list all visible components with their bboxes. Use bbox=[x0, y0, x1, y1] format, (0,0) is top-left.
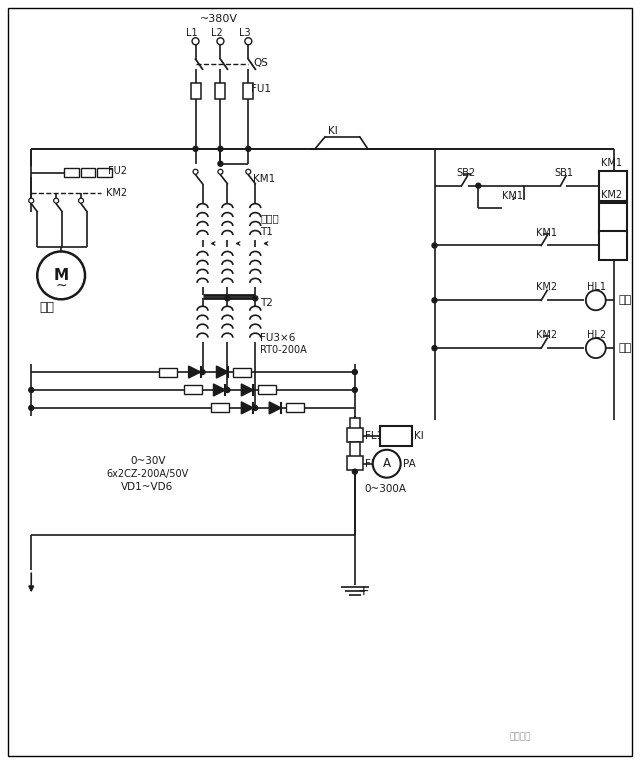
Bar bbox=[234, 367, 252, 377]
Text: FL1: FL1 bbox=[365, 431, 383, 441]
Circle shape bbox=[246, 147, 251, 151]
Text: FU3×6: FU3×6 bbox=[260, 333, 296, 343]
Text: RT0-200A: RT0-200A bbox=[260, 345, 307, 355]
Text: 调压器: 调压器 bbox=[260, 214, 279, 224]
Text: PA: PA bbox=[403, 458, 415, 468]
Bar bbox=[259, 386, 276, 394]
Text: HL2: HL2 bbox=[587, 330, 606, 340]
Bar bbox=[243, 83, 253, 99]
Text: L2: L2 bbox=[211, 28, 222, 38]
Text: SB2: SB2 bbox=[456, 168, 476, 178]
Bar bbox=[599, 231, 627, 261]
Bar bbox=[350, 442, 360, 458]
Text: L1: L1 bbox=[186, 28, 197, 38]
Circle shape bbox=[586, 290, 605, 310]
Bar bbox=[216, 83, 225, 99]
Bar bbox=[286, 403, 304, 413]
Text: KI: KI bbox=[328, 126, 338, 136]
Circle shape bbox=[353, 387, 357, 393]
Text: KM2: KM2 bbox=[601, 189, 622, 199]
Text: KM2: KM2 bbox=[536, 283, 557, 293]
Polygon shape bbox=[214, 384, 225, 396]
Text: 0~30V: 0~30V bbox=[131, 455, 166, 466]
Text: +: + bbox=[357, 584, 369, 598]
Text: 技成培训: 技成培训 bbox=[509, 732, 531, 741]
Circle shape bbox=[432, 298, 437, 303]
Circle shape bbox=[225, 296, 230, 301]
Bar bbox=[97, 168, 113, 177]
Text: T1: T1 bbox=[260, 227, 273, 237]
Text: KM2: KM2 bbox=[536, 330, 557, 340]
Text: FU2: FU2 bbox=[108, 166, 127, 176]
Text: M: M bbox=[54, 268, 68, 283]
Bar bbox=[81, 168, 95, 177]
Circle shape bbox=[253, 406, 258, 410]
Circle shape bbox=[353, 469, 357, 474]
Circle shape bbox=[246, 170, 251, 174]
Circle shape bbox=[54, 198, 59, 203]
Bar bbox=[599, 202, 627, 232]
Text: VD1~VD6: VD1~VD6 bbox=[121, 481, 173, 491]
Text: 运行: 运行 bbox=[619, 296, 632, 306]
Text: FU1: FU1 bbox=[252, 84, 271, 94]
Bar bbox=[347, 456, 363, 470]
Circle shape bbox=[218, 161, 223, 167]
Circle shape bbox=[225, 387, 230, 393]
Circle shape bbox=[218, 170, 223, 174]
Text: L3: L3 bbox=[239, 28, 250, 38]
Circle shape bbox=[79, 198, 84, 203]
Circle shape bbox=[193, 147, 198, 151]
Bar bbox=[380, 426, 412, 445]
Circle shape bbox=[253, 296, 258, 301]
Bar bbox=[191, 83, 200, 99]
Circle shape bbox=[372, 450, 401, 478]
Circle shape bbox=[432, 243, 437, 248]
Circle shape bbox=[217, 37, 224, 45]
Bar bbox=[350, 418, 360, 434]
Bar bbox=[599, 171, 627, 201]
Polygon shape bbox=[269, 402, 281, 414]
Circle shape bbox=[29, 387, 34, 393]
Text: FL2: FL2 bbox=[365, 458, 383, 468]
Text: KM1: KM1 bbox=[536, 228, 557, 238]
Text: 停止: 停止 bbox=[619, 343, 632, 353]
Bar bbox=[502, 199, 526, 215]
Text: SB1: SB1 bbox=[554, 168, 573, 178]
Text: KI: KI bbox=[413, 431, 423, 441]
Text: ~: ~ bbox=[55, 278, 67, 293]
Polygon shape bbox=[189, 366, 200, 378]
Bar bbox=[63, 168, 79, 177]
Text: HL1: HL1 bbox=[587, 283, 606, 293]
Circle shape bbox=[476, 183, 481, 188]
Polygon shape bbox=[241, 384, 253, 396]
Text: 风扇: 风扇 bbox=[39, 301, 54, 314]
Polygon shape bbox=[216, 366, 228, 378]
Text: KM1: KM1 bbox=[502, 191, 524, 201]
Circle shape bbox=[245, 37, 252, 45]
Text: KM1: KM1 bbox=[253, 173, 276, 183]
Bar bbox=[211, 403, 229, 413]
Text: T2: T2 bbox=[260, 298, 273, 309]
Polygon shape bbox=[241, 402, 253, 414]
Bar bbox=[159, 367, 177, 377]
Circle shape bbox=[218, 147, 223, 151]
Circle shape bbox=[353, 370, 357, 374]
Text: A: A bbox=[383, 457, 390, 470]
Text: KM1: KM1 bbox=[601, 158, 622, 168]
Circle shape bbox=[200, 370, 205, 374]
Text: 6x2CZ-200A/50V: 6x2CZ-200A/50V bbox=[106, 468, 188, 479]
Text: QS: QS bbox=[253, 58, 268, 68]
Bar bbox=[184, 386, 202, 394]
Text: 0~300A: 0~300A bbox=[365, 484, 407, 494]
Text: KM2: KM2 bbox=[106, 188, 127, 198]
Circle shape bbox=[586, 338, 605, 358]
Circle shape bbox=[29, 406, 34, 410]
Circle shape bbox=[193, 170, 198, 174]
Bar bbox=[347, 428, 363, 442]
Circle shape bbox=[192, 37, 199, 45]
Circle shape bbox=[37, 251, 85, 299]
Circle shape bbox=[432, 345, 437, 351]
Text: ~380V: ~380V bbox=[200, 15, 237, 24]
Circle shape bbox=[29, 198, 34, 203]
